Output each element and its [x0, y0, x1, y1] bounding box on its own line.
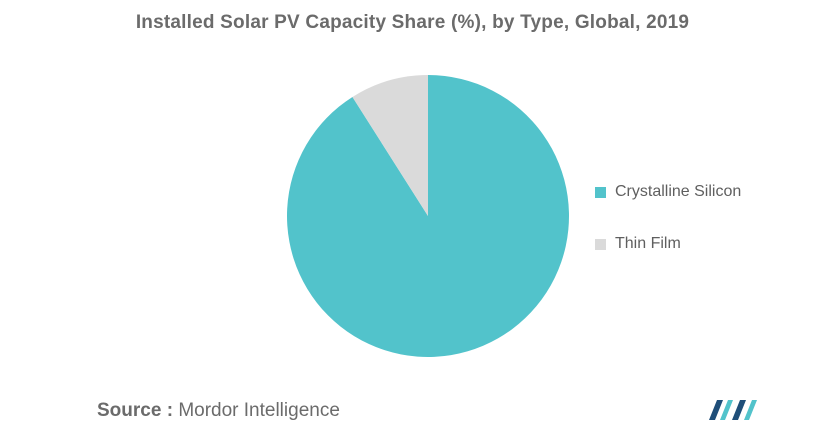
mordor-intelligence-logo-icon: [709, 400, 757, 420]
logo-shape-mid-left: [720, 400, 733, 420]
logo-shape-left: [709, 400, 723, 420]
legend-item-crystalline-silicon: Crystalline Silicon: [595, 181, 795, 203]
chart-title: Installed Solar PV Capacity Share (%), b…: [135, 12, 690, 33]
pie-slices: [286, 75, 570, 357]
source-label: Source :: [97, 400, 174, 421]
pie-slice-thin-film: [352, 75, 428, 216]
source-text: Mordor Intelligence: [178, 400, 340, 421]
legend-label-thin-film: Thin Film: [615, 235, 681, 252]
logo-shape-mid-right: [732, 400, 746, 420]
legend-label-crystalline-silicon: Crystalline Silicon: [615, 183, 742, 200]
chart-legend: Crystalline Silicon Thin Film: [595, 181, 795, 285]
legend-swatch-thin-film: [595, 238, 606, 250]
source-line: Source : Mordor Intelligence: [97, 400, 340, 422]
legend-swatch-crystalline-silicon: [595, 186, 606, 198]
logo-shape-right: [744, 400, 757, 420]
legend-item-thin-film: Thin Film: [595, 233, 795, 255]
